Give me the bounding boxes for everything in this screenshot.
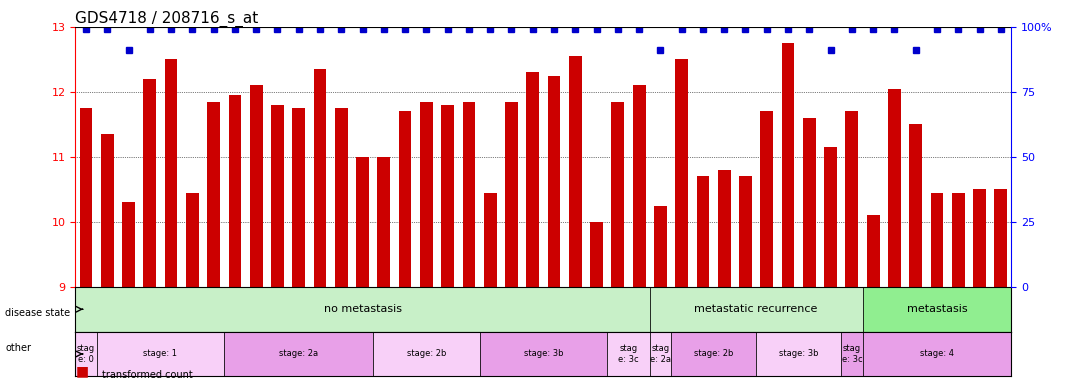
Bar — [888, 89, 901, 287]
Text: stage: 3b: stage: 3b — [524, 349, 563, 359]
Bar — [761, 111, 774, 287]
Bar — [441, 105, 454, 287]
Text: stage: 4: stage: 4 — [920, 349, 954, 359]
FancyBboxPatch shape — [650, 332, 671, 376]
Bar — [952, 193, 964, 287]
Text: ■: ■ — [75, 364, 88, 378]
Bar — [696, 176, 709, 287]
Text: stag
e: 0: stag e: 0 — [76, 344, 95, 364]
Bar — [803, 118, 816, 287]
Text: stag
e: 3c: stag e: 3c — [841, 344, 862, 364]
Bar — [931, 193, 944, 287]
Text: ■: ■ — [75, 382, 88, 384]
FancyBboxPatch shape — [863, 287, 1011, 332]
Bar — [781, 43, 794, 287]
FancyBboxPatch shape — [671, 332, 756, 376]
Bar — [420, 102, 433, 287]
FancyBboxPatch shape — [480, 332, 607, 376]
FancyBboxPatch shape — [97, 332, 224, 376]
Bar — [356, 157, 369, 287]
Text: stage: 2b: stage: 2b — [694, 349, 733, 359]
Bar — [484, 193, 496, 287]
Bar — [548, 76, 561, 287]
Text: metastasis: metastasis — [907, 304, 967, 314]
Bar — [611, 102, 624, 287]
Bar — [399, 111, 411, 287]
Bar — [293, 108, 306, 287]
Bar — [846, 111, 859, 287]
Bar — [313, 69, 326, 287]
FancyBboxPatch shape — [75, 332, 97, 376]
Bar — [335, 108, 348, 287]
Bar — [378, 157, 391, 287]
Bar — [654, 206, 667, 287]
Bar — [80, 108, 93, 287]
FancyBboxPatch shape — [841, 332, 863, 376]
FancyBboxPatch shape — [650, 287, 863, 332]
Bar — [208, 102, 220, 287]
FancyBboxPatch shape — [224, 332, 373, 376]
Bar — [739, 176, 752, 287]
Bar — [186, 193, 199, 287]
Bar — [463, 102, 476, 287]
Bar — [526, 73, 539, 287]
Bar — [271, 105, 284, 287]
Text: stage: 3b: stage: 3b — [779, 349, 819, 359]
Bar — [569, 56, 582, 287]
FancyBboxPatch shape — [863, 332, 1011, 376]
Bar — [676, 60, 688, 287]
FancyBboxPatch shape — [75, 287, 650, 332]
Bar — [867, 215, 879, 287]
Text: stage: 1: stage: 1 — [143, 349, 178, 359]
Bar — [973, 189, 986, 287]
Bar — [143, 79, 156, 287]
FancyBboxPatch shape — [607, 332, 650, 376]
Bar — [228, 95, 241, 287]
Text: stage: 2b: stage: 2b — [407, 349, 447, 359]
Bar — [505, 102, 518, 287]
Text: other: other — [5, 343, 31, 353]
Text: metastatic recurrence: metastatic recurrence — [694, 304, 818, 314]
Text: transformed count: transformed count — [102, 370, 193, 380]
Bar — [994, 189, 1007, 287]
Text: stag
e: 3c: stag e: 3c — [619, 344, 639, 364]
Text: disease state: disease state — [5, 308, 71, 318]
Text: stage: 2a: stage: 2a — [279, 349, 318, 359]
Bar — [633, 85, 646, 287]
FancyBboxPatch shape — [756, 332, 841, 376]
Bar — [590, 222, 603, 287]
Bar — [250, 85, 263, 287]
Bar — [909, 124, 922, 287]
Bar — [165, 60, 178, 287]
Text: no metastasis: no metastasis — [324, 304, 401, 314]
Text: GDS4718 / 208716_s_at: GDS4718 / 208716_s_at — [75, 11, 258, 27]
Bar — [123, 202, 134, 287]
Bar — [824, 147, 837, 287]
Bar — [718, 170, 731, 287]
Text: stag
e: 2a: stag e: 2a — [650, 344, 671, 364]
Bar — [101, 134, 114, 287]
FancyBboxPatch shape — [373, 332, 480, 376]
